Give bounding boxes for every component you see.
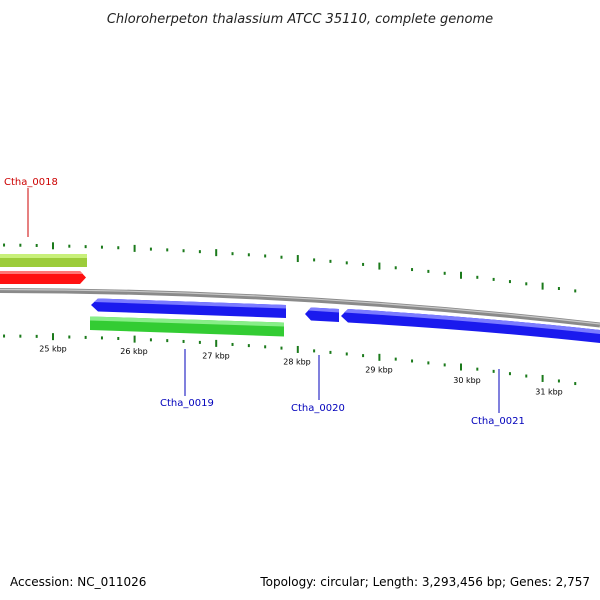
tick-label: 25 kbp xyxy=(39,345,67,354)
length-label: Length: xyxy=(372,575,419,589)
tick-label: 30 kbp xyxy=(453,376,481,385)
gene-label-ctha-0021[interactable]: Ctha_0021 xyxy=(471,416,525,427)
tick-label: 28 kbp xyxy=(283,357,311,366)
gene-label-ctha-0020[interactable]: Ctha_0020 xyxy=(291,403,345,414)
accession-info: Accession: NC_011026 xyxy=(10,575,146,589)
gene-ctha-0020[interactable] xyxy=(305,307,339,323)
gene-label-ctha-0018[interactable]: Ctha_0018 xyxy=(4,177,58,188)
tick-label: 29 kbp xyxy=(365,365,393,374)
gene-ctha-0018[interactable] xyxy=(0,254,87,284)
gene-ctha-0018-arrow xyxy=(0,271,86,284)
gene-ctha-0019[interactable] xyxy=(90,298,286,337)
gene-labels: Ctha_0018 Ctha_0019 Ctha_0020 Ctha_0021 xyxy=(4,177,525,427)
accession-value: NC_011026 xyxy=(77,575,147,589)
length-value: 3,293,456 bp xyxy=(421,575,502,589)
genome-stats: Topology: circular; Length: 3,293,456 bp… xyxy=(260,575,590,589)
genes-label: Genes: xyxy=(509,575,552,589)
genes-value: 2,757 xyxy=(555,575,590,589)
tick-marks: 25 kbp 26 kbp 27 kbp 28 kbp 29 kbp 30 kbp 31 k… xyxy=(3,242,577,396)
gene-ctha-0021[interactable] xyxy=(341,309,600,343)
accession-prefix: Accession: xyxy=(10,575,74,589)
genome-backbone xyxy=(0,288,600,328)
tick-label: 27 kbp xyxy=(202,351,230,360)
gene-label-ctha-0019[interactable]: Ctha_0019 xyxy=(160,398,214,409)
topology-value: circular xyxy=(320,575,365,589)
tick-label: 31 kbp xyxy=(535,387,563,396)
gene-ctha-0021-arrow xyxy=(341,309,600,343)
topology-label: Topology: xyxy=(260,575,317,589)
tick-label: 26 kbp xyxy=(120,347,148,356)
map-title: Chloroherpeton thalassium ATCC 35110, co… xyxy=(107,12,493,27)
